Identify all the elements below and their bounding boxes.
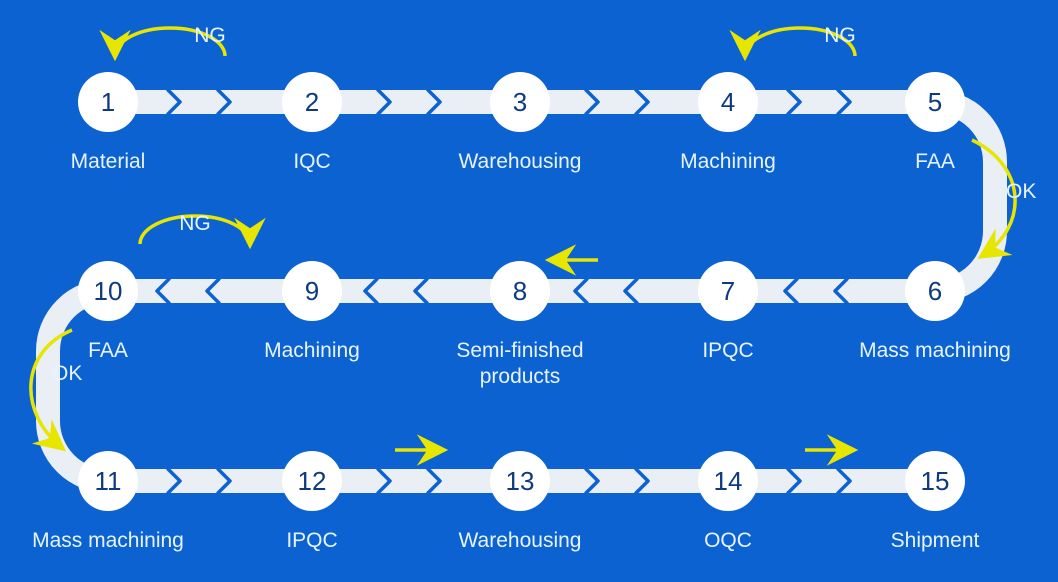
- ng-label: NG: [824, 24, 856, 47]
- step-number: 14: [714, 466, 743, 496]
- step-number: 5: [928, 87, 942, 117]
- step-number: 4: [721, 87, 735, 117]
- step-number: 9: [305, 276, 319, 306]
- step-number: 2: [305, 87, 319, 117]
- step-number: 12: [298, 466, 327, 496]
- step-label: IPQC: [286, 529, 337, 552]
- step-number: 15: [921, 466, 950, 496]
- step-label: Warehousing: [459, 529, 582, 552]
- step-label: IQC: [293, 150, 330, 173]
- step-number: 3: [513, 87, 527, 117]
- step-label: Material: [71, 150, 146, 173]
- step-label-line2: products: [480, 365, 561, 388]
- step-label: Mass machining: [859, 339, 1011, 362]
- step-number: 13: [506, 466, 535, 496]
- step-label: FAA: [915, 150, 955, 173]
- ok-label: OK: [52, 362, 82, 385]
- step-label: IPQC: [702, 339, 753, 362]
- ok-label: OK: [1006, 180, 1036, 203]
- step-number: 10: [94, 276, 123, 306]
- ng-label: NG: [194, 24, 226, 47]
- step-label: Machining: [264, 339, 360, 362]
- step-label: Shipment: [891, 529, 980, 552]
- step-label: Machining: [680, 150, 776, 173]
- step-label: Semi-finished: [456, 339, 583, 362]
- step-number: 1: [101, 87, 115, 117]
- step-label: Warehousing: [459, 150, 582, 173]
- step-number: 11: [95, 466, 122, 496]
- step-label: Mass machining: [32, 529, 184, 552]
- step-number: 8: [513, 276, 527, 306]
- step-number: 6: [928, 276, 942, 306]
- step-label: FAA: [88, 339, 128, 362]
- step-label: OQC: [704, 529, 752, 552]
- ng-label: NG: [179, 212, 211, 235]
- step-number: 7: [721, 276, 735, 306]
